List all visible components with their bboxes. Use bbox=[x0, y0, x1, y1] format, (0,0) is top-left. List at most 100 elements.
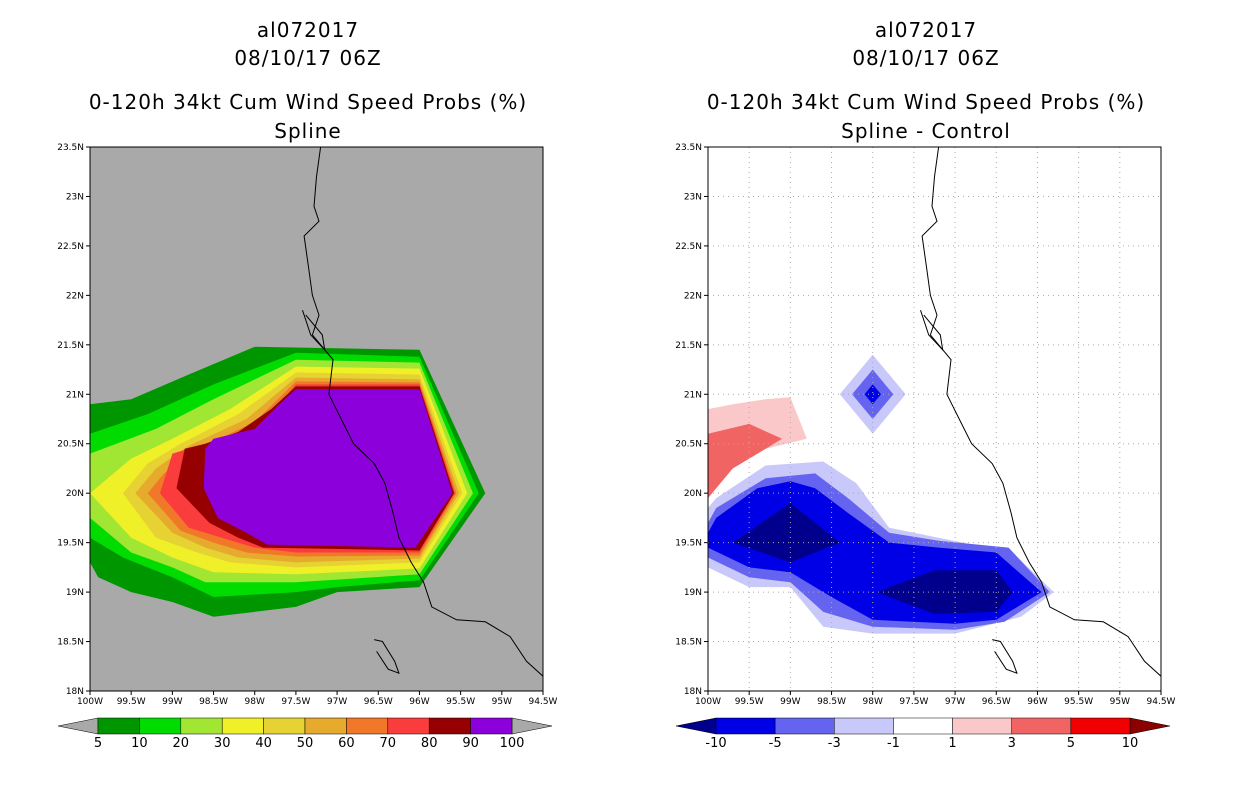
left-x-tick-label: 95.5W bbox=[446, 697, 475, 707]
left-colorbar-low-arrow bbox=[57, 717, 99, 735]
right-coastline-1 bbox=[920, 310, 944, 352]
left-colorbar-swatch bbox=[180, 717, 223, 735]
left-colorbar-label: 40 bbox=[255, 736, 272, 751]
right-x-tick-label: 96W bbox=[1027, 697, 1047, 707]
left-x-tick-label: 99.5W bbox=[117, 697, 146, 707]
left-probability-map: 100W 99.5W 99W 98.5W 98W 97.5W 97W 96.5W 96W 95.5… bbox=[57, 143, 558, 751]
right-x-tick-label: 98W bbox=[863, 697, 883, 707]
right-contour-fill-6 bbox=[876, 570, 1013, 614]
right-y-tick-label: 18N bbox=[684, 687, 702, 697]
left-colorbar-label: 20 bbox=[173, 736, 190, 751]
left-colorbar-swatch bbox=[387, 717, 430, 735]
right-title-model: Spline - Control bbox=[841, 119, 1011, 143]
left-colorbar-swatch bbox=[428, 717, 471, 735]
left-colorbar-label: 100 bbox=[500, 736, 525, 751]
right-difference-map: 100W 99.5W 99W 98.5W 98W 97.5W 97W 96.5W 96W 95.5… bbox=[675, 143, 1175, 751]
left-x-tick-label: 96W bbox=[409, 697, 429, 707]
right-title-datetime: 08/10/17 06Z bbox=[852, 46, 1000, 70]
left-colorbar-label: 80 bbox=[421, 736, 438, 751]
left-y-tick-label: 18.5N bbox=[57, 638, 84, 648]
right-y-tick-label: 22N bbox=[684, 291, 702, 301]
left-colorbar-label: 10 bbox=[131, 736, 148, 751]
left-x-tick-label: 98.5W bbox=[199, 697, 228, 707]
left-x-tick-label: 94.5W bbox=[529, 697, 558, 707]
left-x-tick-label: 95W bbox=[492, 697, 512, 707]
left-y-tick-label: 22.5N bbox=[57, 242, 84, 252]
left-colorbar-label: 30 bbox=[214, 736, 231, 751]
left-coastline-1 bbox=[302, 310, 326, 352]
left-colorbar-swatch bbox=[221, 717, 264, 735]
left-colorbar-label: 90 bbox=[462, 736, 479, 751]
left-colorbar-high-arrow bbox=[511, 717, 553, 735]
left-y-tick-label: 20.5N bbox=[57, 440, 84, 450]
right-x-tick-label: 97.5W bbox=[899, 697, 928, 707]
left-title-product: 0-120h 34kt Cum Wind Speed Probs (%) bbox=[88, 90, 528, 114]
right-colorbar-label: 1 bbox=[948, 736, 956, 751]
left-x-tick-label: 97.5W bbox=[281, 697, 310, 707]
right-title-storm-id: al072017 bbox=[874, 18, 978, 42]
right-plot-frame bbox=[707, 146, 1162, 692]
left-title-model: Spline bbox=[274, 119, 342, 143]
right-colorbar-swatch bbox=[1011, 717, 1072, 735]
left-colorbar-swatch bbox=[263, 717, 306, 735]
left-coastline-2 bbox=[374, 639, 400, 675]
right-colorbar-label: 10 bbox=[1122, 736, 1139, 751]
left-colorbar-label: 70 bbox=[380, 736, 397, 751]
left-y-tick-label: 19.5N bbox=[57, 539, 84, 549]
right-contour-fill-5 bbox=[732, 503, 840, 563]
right-colorbar-swatch bbox=[1070, 717, 1131, 735]
right-y-tick-label: 23N bbox=[684, 192, 702, 202]
right-title-product: 0-120h 34kt Cum Wind Speed Probs (%) bbox=[706, 90, 1146, 114]
right-colorbar-high-arrow bbox=[1129, 717, 1171, 735]
left-colorbar-swatch bbox=[304, 717, 347, 735]
right-x-tick-label: 99W bbox=[780, 697, 800, 707]
right-colorbar-label: -1 bbox=[887, 736, 900, 751]
left-x-tick-label: 98W bbox=[245, 697, 265, 707]
left-y-tick-label: 18N bbox=[66, 687, 84, 697]
right-contour-fill-9 bbox=[864, 384, 881, 405]
right-colorbar-label: -5 bbox=[769, 736, 782, 751]
left-x-tick-label: 99W bbox=[162, 697, 182, 707]
left-title-storm-id: al072017 bbox=[256, 18, 360, 42]
left-plot-frame bbox=[89, 146, 544, 692]
right-coastline-2 bbox=[992, 639, 1018, 675]
right-y-tick-label: 20.5N bbox=[675, 440, 702, 450]
right-x-tick-label: 95.5W bbox=[1064, 697, 1093, 707]
left-y-tick-label: 19N bbox=[66, 588, 84, 598]
left-title-datetime: 08/10/17 06Z bbox=[234, 46, 382, 70]
right-x-tick-label: 96.5W bbox=[982, 697, 1011, 707]
left-colorbar-label: 5 bbox=[94, 736, 102, 751]
left-x-tick-label: 96.5W bbox=[364, 697, 393, 707]
left-colorbar-swatch bbox=[470, 717, 513, 735]
right-coastline-0 bbox=[921, 147, 1161, 677]
right-colorbar-low-arrow bbox=[675, 717, 717, 735]
right-colorbar-swatch bbox=[893, 717, 953, 735]
left-colorbar-swatch bbox=[97, 717, 140, 735]
left-colorbar-swatch bbox=[346, 717, 389, 735]
left-coastline-0 bbox=[303, 147, 543, 677]
right-colorbar-label: -10 bbox=[705, 736, 726, 751]
left-colorbar-label: 50 bbox=[297, 736, 314, 751]
left-contour-fill-9 bbox=[203, 389, 453, 548]
right-colorbar-swatch bbox=[952, 717, 1012, 735]
left-colorbar-swatch bbox=[139, 717, 182, 735]
left-colorbar-label: 60 bbox=[338, 736, 355, 751]
right-x-tick-label: 95W bbox=[1110, 697, 1130, 707]
left-y-tick-label: 23N bbox=[66, 192, 84, 202]
right-colorbar-swatch bbox=[715, 717, 776, 735]
right-y-tick-label: 19N bbox=[684, 588, 702, 598]
right-x-tick-label: 100W bbox=[695, 697, 721, 707]
left-x-tick-label: 100W bbox=[77, 697, 103, 707]
right-x-tick-label: 98.5W bbox=[817, 697, 846, 707]
right-colorbar-label: -3 bbox=[828, 736, 841, 751]
left-x-tick-label: 97W bbox=[327, 697, 347, 707]
right-colorbar-label: 3 bbox=[1008, 736, 1016, 751]
right-x-tick-label: 97W bbox=[945, 697, 965, 707]
left-y-tick-label: 22N bbox=[66, 291, 84, 301]
right-contour-fill-1 bbox=[708, 423, 783, 499]
right-y-tick-label: 20N bbox=[684, 489, 702, 499]
right-colorbar-swatch bbox=[834, 717, 894, 735]
right-colorbar-swatch bbox=[774, 717, 835, 735]
right-x-tick-label: 99.5W bbox=[735, 697, 764, 707]
right-colorbar-label: 5 bbox=[1067, 736, 1075, 751]
